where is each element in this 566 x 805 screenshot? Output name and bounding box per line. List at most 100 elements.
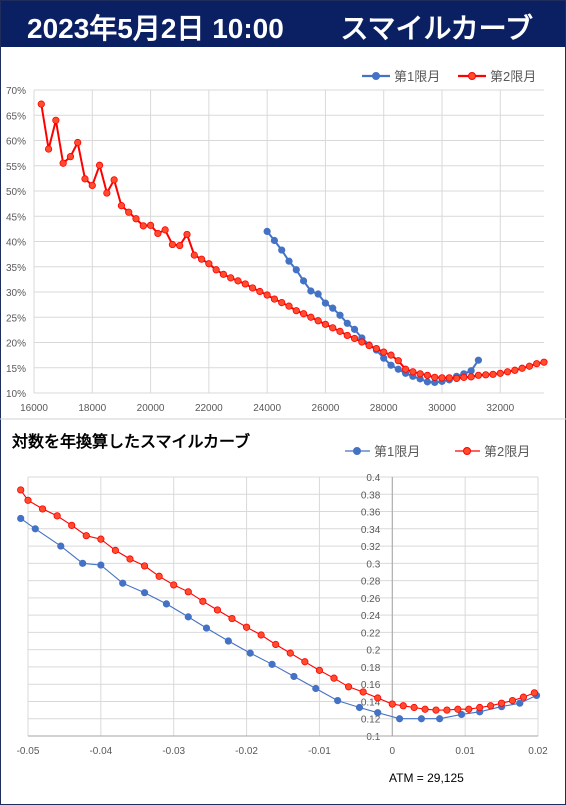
- legend2-series1-marker: [353, 447, 361, 455]
- chart1-point-s1: [336, 311, 344, 319]
- chart2-ytick-label: 0.14: [361, 697, 381, 708]
- chart1-point-s2: [365, 341, 373, 350]
- chart2-point-s2: [213, 606, 222, 614]
- chart1-point-s2: [380, 348, 388, 356]
- chart2-point-s1: [140, 589, 149, 597]
- chart2-point-s2: [487, 702, 495, 710]
- chart2-point-s1: [290, 672, 298, 681]
- chart1-point-s2: [263, 291, 271, 299]
- chart1-point-s1: [292, 266, 300, 274]
- chart1-ytick-label: 50%: [6, 187, 26, 198]
- chart1-point-s2: [292, 307, 300, 315]
- chart1-point-s2: [496, 369, 504, 377]
- chart1-point-s1: [329, 304, 337, 312]
- header-title: スマイルカーブ: [340, 13, 533, 44]
- chart1-point-s2: [416, 370, 424, 378]
- log-annualized-smile-chart: 第1限月 第2限月 ATM = 29,125 0.1 0.12 0.14 0.16 0.…: [17, 444, 549, 785]
- chart1-point-s2: [270, 295, 279, 303]
- chart2-title: 対数を年換算したスマイルカーブ: [12, 434, 251, 451]
- chart2-ytick-label: 0.34: [361, 525, 381, 536]
- chart1-xtick-label: 20000: [137, 403, 165, 414]
- chart1-point-s2: [176, 241, 184, 250]
- chart1-point-s2: [358, 338, 366, 346]
- chart1-point-s2: [88, 181, 96, 190]
- chart2-xtick-label: -0.01: [308, 746, 331, 757]
- chart2-point-s1: [97, 561, 105, 569]
- chart2-xtick-label: 0: [390, 746, 396, 757]
- legend-series1-label: 第1限月: [394, 69, 440, 84]
- chart2-point-s1: [246, 649, 254, 657]
- chart2-ytick-label: 0.28: [361, 577, 381, 588]
- chart2-xtick-label: -0.03: [162, 746, 185, 757]
- chart2-point-s2: [155, 572, 163, 580]
- chart2-ytick-label: 0.3: [366, 559, 380, 570]
- chart1-point-s2: [372, 344, 381, 353]
- chart1-point-s2: [438, 374, 446, 382]
- chart2-point-s2: [68, 521, 76, 529]
- chart2-point-s2: [330, 674, 338, 682]
- chart2-ytick-label: 0.18: [361, 663, 381, 674]
- chart1-point-s1: [474, 356, 483, 364]
- chart2-point-s1: [395, 715, 404, 723]
- chart1-point-s2: [197, 255, 206, 263]
- chart1-point-s2: [241, 280, 249, 288]
- chart2-point-s1: [457, 710, 466, 719]
- chart2-ytick-label: 0.12: [361, 715, 381, 726]
- chart2-point-s2: [359, 688, 367, 696]
- chart2-point-s1: [31, 525, 39, 533]
- chart2-series-line-2: [20, 489, 535, 711]
- chart2-point-s1: [57, 542, 65, 550]
- chart1-point-s1: [263, 227, 271, 235]
- chart1-point-s2: [117, 202, 126, 210]
- chart1-point-s2: [533, 360, 541, 368]
- chart2-point-s1: [355, 703, 364, 712]
- chart1-point-s2: [452, 374, 461, 382]
- chart1-point-s2: [314, 317, 322, 325]
- chart2-xtick-label: 0.01: [455, 746, 475, 757]
- chart1-ytick-label: 35%: [6, 263, 26, 274]
- chart1-xtick-label: 24000: [253, 403, 281, 414]
- chart2-point-s2: [111, 546, 120, 554]
- chart1-point-s2: [460, 373, 468, 381]
- chart1-point-s2: [401, 365, 410, 373]
- chart1-point-s1: [270, 236, 279, 245]
- chart1-point-s2: [394, 357, 402, 365]
- chart2-point-s2: [126, 555, 134, 563]
- chart1-point-s2: [387, 351, 395, 359]
- chart2-xtick-label: -0.05: [17, 746, 40, 757]
- chart1-point-s2: [489, 370, 497, 378]
- chart1-point-s2: [423, 371, 432, 379]
- chart1-point-s2: [132, 215, 140, 223]
- chart1-ytick-label: 40%: [6, 238, 26, 249]
- chart2-point-s2: [530, 689, 538, 697]
- chart1-point-s2: [503, 368, 512, 376]
- chart1-point-s2: [445, 374, 453, 382]
- chart2-point-s2: [257, 631, 265, 639]
- chart1-xtick-label: 16000: [20, 403, 48, 414]
- chart2-ytick-label: 0.2: [366, 646, 380, 657]
- chart2-point-s2: [315, 666, 324, 674]
- chart1-point-s2: [278, 299, 286, 307]
- chart2-ytick-label: 0.22: [361, 628, 381, 639]
- chart1-ytick-label: 45%: [6, 212, 26, 223]
- chart1-point-s1: [350, 325, 359, 333]
- chart1-point-s2: [37, 100, 45, 108]
- chart1-point-s2: [256, 287, 264, 296]
- chart1-point-s1: [387, 361, 395, 369]
- legend-series1-marker: [372, 72, 380, 80]
- chart2-xtick-label: -0.04: [89, 746, 112, 757]
- chart1-point-s1: [278, 246, 286, 254]
- chart2-point-s2: [374, 694, 382, 702]
- chart2-series-line-1: [20, 517, 537, 720]
- chart1-point-s2: [168, 240, 177, 249]
- chart2-point-s1: [268, 660, 276, 668]
- chart1-point-s2: [467, 373, 475, 381]
- chart1-xtick-label: 30000: [428, 403, 456, 414]
- chart2-point-s2: [454, 705, 462, 713]
- chart1-point-s1: [423, 378, 432, 386]
- chart1-point-s1: [307, 287, 315, 295]
- chart1-point-s2: [285, 302, 293, 310]
- chart1-point-s2: [307, 313, 315, 321]
- chart2-point-s2: [82, 532, 90, 540]
- chart1-point-s2: [146, 221, 155, 229]
